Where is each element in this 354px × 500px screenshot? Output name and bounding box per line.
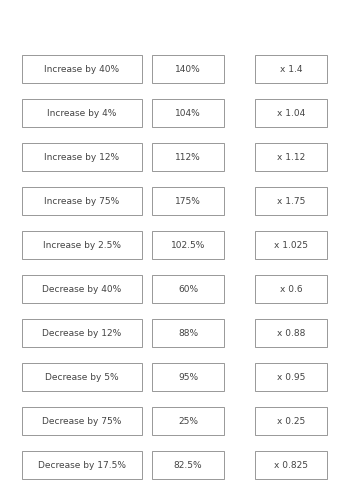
FancyBboxPatch shape (22, 99, 142, 127)
Text: Increase by 40%: Increase by 40% (45, 64, 120, 74)
Text: 60%: 60% (178, 284, 198, 294)
FancyBboxPatch shape (22, 275, 142, 303)
FancyBboxPatch shape (255, 231, 327, 259)
FancyBboxPatch shape (22, 143, 142, 171)
Text: 104%: 104% (175, 108, 201, 118)
Text: 175%: 175% (175, 196, 201, 205)
Text: x 0.25: x 0.25 (277, 416, 305, 426)
FancyBboxPatch shape (152, 451, 224, 479)
Text: 88%: 88% (178, 328, 198, 338)
Text: 95%: 95% (178, 372, 198, 382)
Text: 140%: 140% (175, 64, 201, 74)
Text: x 1.12: x 1.12 (277, 152, 305, 162)
FancyBboxPatch shape (152, 275, 224, 303)
FancyBboxPatch shape (152, 231, 224, 259)
FancyBboxPatch shape (152, 55, 224, 83)
FancyBboxPatch shape (22, 451, 142, 479)
Text: Decrease by 75%: Decrease by 75% (42, 416, 122, 426)
FancyBboxPatch shape (22, 363, 142, 391)
Text: Decrease by 5%: Decrease by 5% (45, 372, 119, 382)
Text: 102.5%: 102.5% (171, 240, 205, 250)
Text: 82.5%: 82.5% (174, 460, 202, 469)
FancyBboxPatch shape (152, 143, 224, 171)
Text: x 0.95: x 0.95 (277, 372, 305, 382)
FancyBboxPatch shape (22, 407, 142, 435)
Text: x 1.04: x 1.04 (277, 108, 305, 118)
Text: Decrease by 40%: Decrease by 40% (42, 284, 122, 294)
FancyBboxPatch shape (152, 319, 224, 347)
Text: Decrease by 17.5%: Decrease by 17.5% (38, 460, 126, 469)
FancyBboxPatch shape (255, 99, 327, 127)
FancyBboxPatch shape (255, 319, 327, 347)
FancyBboxPatch shape (255, 187, 327, 215)
FancyBboxPatch shape (152, 407, 224, 435)
FancyBboxPatch shape (152, 99, 224, 127)
Text: Increase by 12%: Increase by 12% (45, 152, 120, 162)
FancyBboxPatch shape (152, 187, 224, 215)
FancyBboxPatch shape (22, 187, 142, 215)
Text: x 1.4: x 1.4 (280, 64, 302, 74)
Text: 112%: 112% (175, 152, 201, 162)
Text: x 1.025: x 1.025 (274, 240, 308, 250)
Text: Decrease by 12%: Decrease by 12% (42, 328, 122, 338)
Text: x 1.75: x 1.75 (277, 196, 305, 205)
FancyBboxPatch shape (22, 55, 142, 83)
FancyBboxPatch shape (255, 275, 327, 303)
Text: x 0.6: x 0.6 (280, 284, 302, 294)
FancyBboxPatch shape (255, 143, 327, 171)
FancyBboxPatch shape (22, 231, 142, 259)
Text: x 0.825: x 0.825 (274, 460, 308, 469)
Text: Increase by 2.5%: Increase by 2.5% (43, 240, 121, 250)
Text: Increase by 75%: Increase by 75% (44, 196, 120, 205)
Text: 25%: 25% (178, 416, 198, 426)
FancyBboxPatch shape (255, 363, 327, 391)
FancyBboxPatch shape (152, 363, 224, 391)
FancyBboxPatch shape (255, 55, 327, 83)
Text: Increase by 4%: Increase by 4% (47, 108, 117, 118)
FancyBboxPatch shape (22, 319, 142, 347)
FancyBboxPatch shape (255, 451, 327, 479)
FancyBboxPatch shape (255, 407, 327, 435)
Text: x 0.88: x 0.88 (277, 328, 305, 338)
